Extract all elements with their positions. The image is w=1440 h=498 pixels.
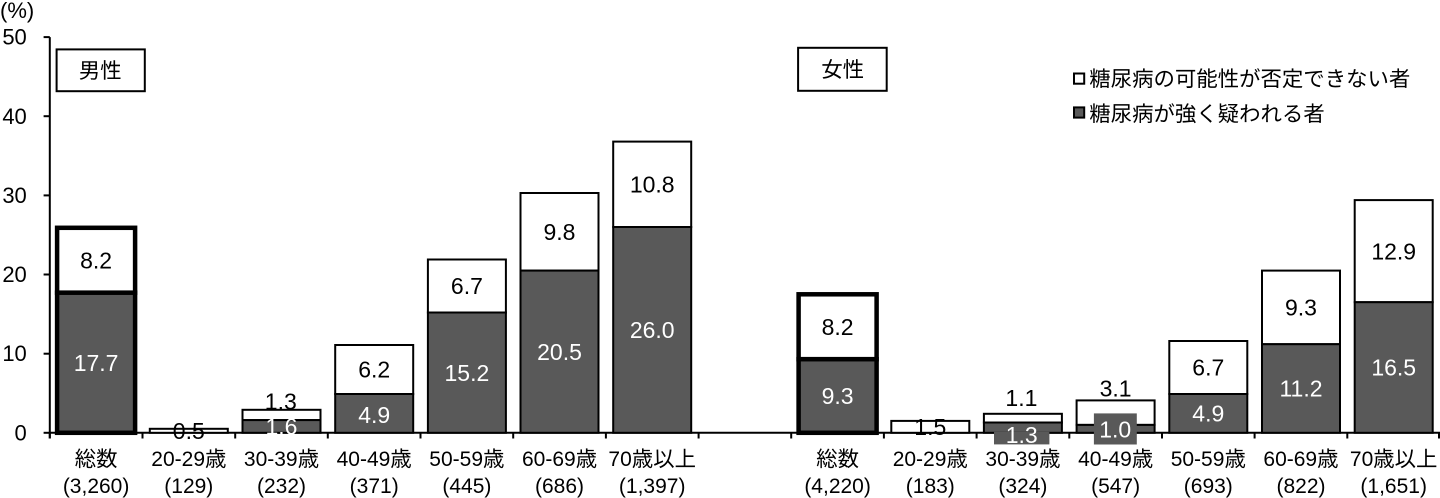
svg-text:70: 70 [608, 448, 631, 471]
svg-text:(822): (822) [1276, 475, 1325, 498]
svg-text:1.3: 1.3 [1006, 422, 1038, 448]
svg-text:16.5: 16.5 [1371, 355, 1416, 381]
svg-text:50: 50 [2, 25, 26, 50]
svg-text:(1,397): (1,397) [619, 475, 686, 498]
svg-text:(4,220): (4,220) [804, 475, 871, 498]
svg-text:9.3: 9.3 [822, 383, 854, 409]
svg-text:(686): (686) [535, 475, 584, 498]
svg-text:6.2: 6.2 [358, 357, 390, 383]
svg-text:30: 30 [2, 183, 26, 208]
svg-text:(232): (232) [257, 475, 306, 498]
svg-text:20: 20 [2, 262, 26, 287]
svg-text:40-49: 40-49 [337, 448, 391, 471]
svg-text:12.9: 12.9 [1371, 238, 1416, 264]
svg-text:9.8: 9.8 [544, 219, 576, 245]
svg-text:60-69: 60-69 [1263, 448, 1317, 471]
svg-text:11.2: 11.2 [1279, 376, 1322, 402]
svg-text:10: 10 [2, 341, 26, 366]
svg-text:(%): (%) [0, 0, 34, 23]
svg-text:10.8: 10.8 [630, 171, 675, 197]
svg-text:6.7: 6.7 [1192, 355, 1224, 381]
svg-text:30-39: 30-39 [985, 448, 1039, 471]
svg-text:(1,651): (1,651) [1360, 475, 1427, 498]
svg-text:(129): (129) [164, 475, 213, 498]
svg-text:40: 40 [2, 104, 26, 129]
svg-text:3.1: 3.1 [1100, 375, 1132, 401]
svg-text:(3,260): (3,260) [63, 475, 130, 498]
svg-text:40-49: 40-49 [1078, 448, 1132, 471]
svg-text:20-29: 20-29 [151, 448, 205, 471]
svg-text:1.3: 1.3 [265, 389, 297, 415]
svg-text:6.7: 6.7 [451, 273, 483, 299]
svg-text:30-39: 30-39 [244, 448, 298, 471]
svg-text:1.5: 1.5 [914, 414, 946, 440]
svg-text:(445): (445) [442, 475, 491, 498]
svg-text:8.2: 8.2 [80, 247, 112, 273]
svg-text:20.5: 20.5 [537, 339, 582, 365]
svg-text:17.7: 17.7 [74, 350, 119, 376]
svg-text:1.6: 1.6 [266, 413, 298, 439]
svg-text:0: 0 [15, 420, 27, 445]
svg-text:70: 70 [1350, 448, 1373, 471]
svg-text:(547): (547) [1091, 475, 1140, 498]
svg-text:1.0: 1.0 [1099, 416, 1131, 442]
svg-text:(183): (183) [906, 475, 955, 498]
svg-text:20-29: 20-29 [893, 448, 947, 471]
svg-text:(371): (371) [350, 475, 399, 498]
svg-text:4.9: 4.9 [1192, 400, 1224, 426]
svg-text:60-69: 60-69 [522, 448, 576, 471]
svg-text:0.5: 0.5 [173, 418, 205, 444]
svg-text:9.3: 9.3 [1285, 295, 1317, 321]
svg-text:15.2: 15.2 [445, 360, 490, 386]
svg-text:(693): (693) [1184, 475, 1233, 498]
svg-text:4.9: 4.9 [358, 402, 390, 428]
svg-text:50-59: 50-59 [429, 448, 483, 471]
svg-text:26.0: 26.0 [630, 317, 675, 343]
svg-text:50-59: 50-59 [1171, 448, 1225, 471]
svg-text:(324): (324) [998, 475, 1047, 498]
svg-text:8.2: 8.2 [822, 314, 854, 340]
svg-text:1.1: 1.1 [1005, 385, 1037, 411]
